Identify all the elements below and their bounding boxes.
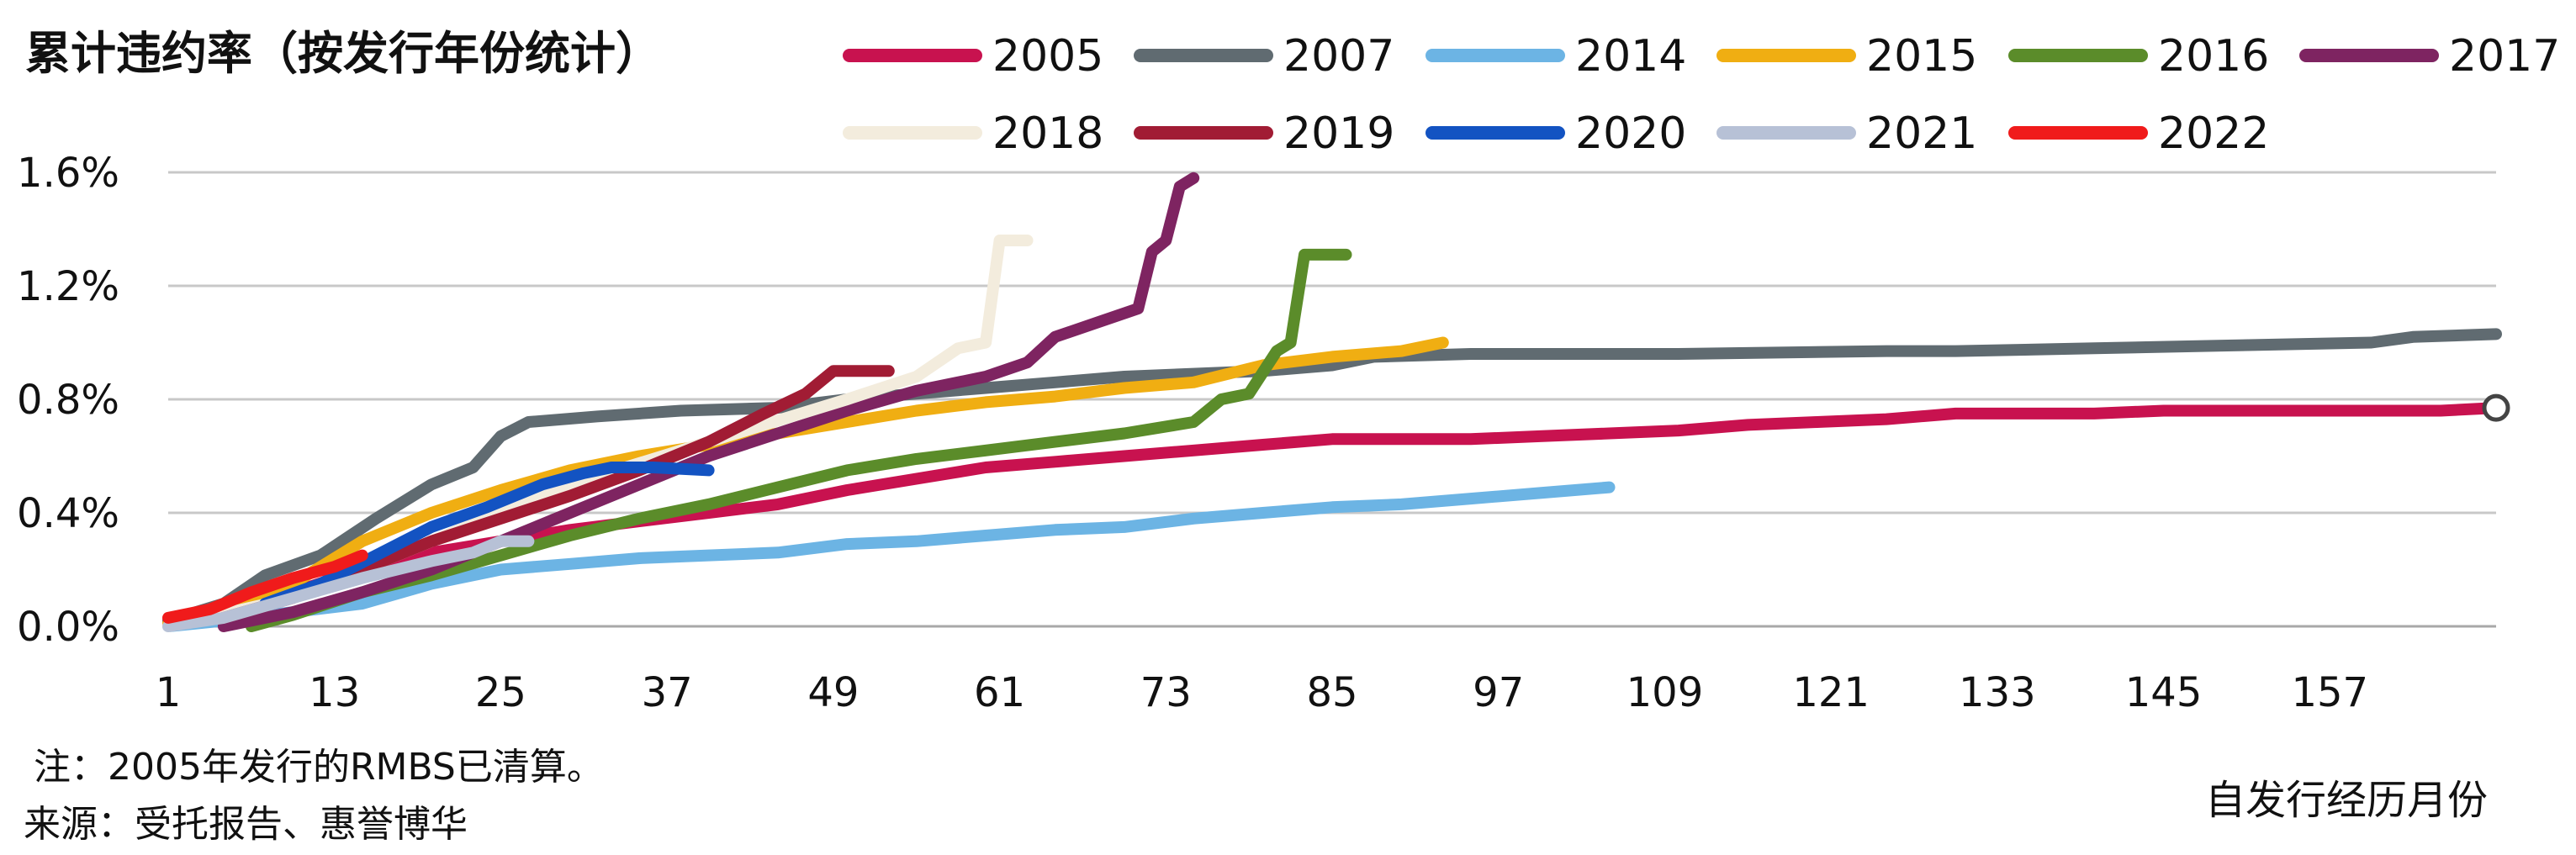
legend-label-2018: 2018: [992, 108, 1103, 159]
x-tick-label: 85: [1306, 669, 1357, 716]
legend-label-2005: 2005: [992, 31, 1103, 82]
source-note: 来源：受托报告、惠誉博华: [24, 803, 468, 846]
series-line-2007: [162, 328, 2502, 627]
legend-label-2015: 2015: [1866, 31, 1977, 82]
x-tick-label: 145: [2125, 669, 2203, 716]
y-tick-label: 0.0%: [17, 604, 119, 651]
x-tick-label: 13: [309, 669, 360, 716]
legend-label-2017: 2017: [2449, 31, 2560, 82]
legend-label-2021: 2021: [1866, 108, 1977, 159]
x-tick-label: 157: [2291, 669, 2368, 716]
x-tick-label: 49: [807, 669, 859, 716]
series-line-2020: [259, 462, 715, 610]
series-line-2021: [162, 535, 535, 632]
x-tick-label: 61: [974, 669, 1025, 716]
y-tick-label: 0.8%: [17, 377, 119, 424]
y-tick-label: 0.4%: [17, 490, 119, 537]
x-axis-label: 自发行经历月份: [2205, 777, 2488, 824]
x-tick-label: 25: [475, 669, 526, 716]
y-tick-label: 1.6%: [17, 150, 119, 197]
chart-title: 累计违约率（按发行年份统计）: [25, 27, 661, 80]
x-tick-label: 97: [1473, 669, 1524, 716]
x-tick-label: 37: [642, 669, 693, 716]
x-tick-label: 73: [1140, 669, 1192, 716]
legend-label-2022: 2022: [2158, 108, 2269, 159]
x-tick-label: 121: [1792, 669, 1870, 716]
x-tick-label: 133: [1959, 669, 2036, 716]
x-tick-label: 109: [1627, 669, 1704, 716]
footnote: 注：2005年发行的RMBS已清算。: [34, 746, 604, 789]
legend-label-2014: 2014: [1575, 31, 1686, 82]
series-line-2005: [162, 402, 2502, 627]
legend-label-2007: 2007: [1283, 31, 1394, 82]
series-line-2017: [217, 172, 1200, 632]
x-tick-label: 1: [156, 669, 182, 716]
legend-label-2016: 2016: [2158, 31, 2269, 82]
y-tick-label: 1.2%: [17, 263, 119, 310]
series-line-2022: [162, 549, 368, 624]
legend-label-2020: 2020: [1575, 108, 1686, 159]
series-line-2014: [162, 481, 1616, 632]
legend-label-2019: 2019: [1283, 108, 1394, 159]
end-marker: [2482, 393, 2510, 422]
series-line-2016: [245, 248, 1352, 632]
